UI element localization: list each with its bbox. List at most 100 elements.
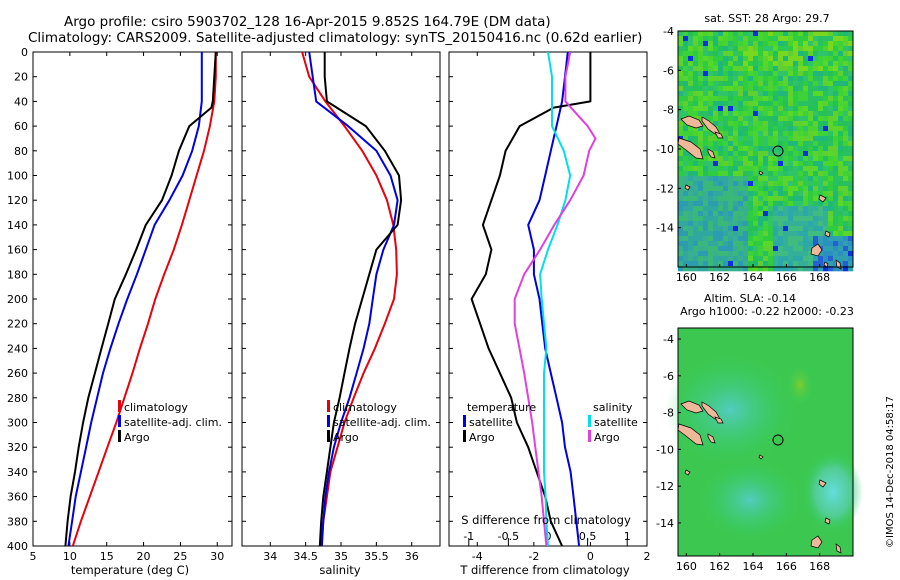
sst-cell [748,226,754,232]
y-tick-label: 220 [7,318,28,331]
sst-cell [848,96,854,102]
sst-cell [818,261,824,267]
sst-cell [718,186,724,192]
sla-high-anomaly [786,363,814,407]
sst-cell [748,96,754,102]
sst-cell [818,141,824,147]
sst-cell [813,61,819,67]
sst-cell [793,151,799,157]
sst-cell [753,156,759,162]
sst-cell [843,131,849,137]
sla-low-anomaly [700,460,800,540]
sst-cell [713,106,719,112]
sst-cell [683,206,689,212]
sst-cell [703,71,709,77]
sst-cell [748,211,754,217]
sst-cell [763,106,769,112]
sst-cell [738,36,744,42]
sst-cell [838,36,844,42]
sst-cell [758,201,764,207]
sst-cell [813,226,819,232]
sst-cell [788,131,794,137]
sst-cell [688,46,694,52]
sst-cell [778,126,784,132]
sst-cell [803,86,809,92]
sst-cell [683,191,689,197]
series-line-t-satellite [527,52,581,546]
sst-cell [743,111,749,117]
sst-cell [803,116,809,122]
sst-cell [848,166,854,172]
sst-cell [773,86,779,92]
sst-cell [723,146,729,152]
sst-cell [698,136,704,142]
map-x-tick-label: 168 [809,271,830,284]
sst-cell [708,206,714,212]
sst-cell [788,106,794,112]
sst-cell [848,201,854,207]
map-y-tick-label: -10 [656,443,674,456]
sst-cell [703,256,709,262]
sst-cell [738,106,744,112]
sst-cell [688,261,694,267]
sst-cell [788,186,794,192]
sst-cell [738,66,744,72]
map-x-tick-label: 160 [676,271,697,284]
sst-cell [803,166,809,172]
sst-cell [843,136,849,142]
sst-cell [803,266,809,272]
sst-cell [688,131,694,137]
sst-cell [678,91,684,97]
sst-cell [793,161,799,167]
sst-cell [733,191,739,197]
sst-cell [713,31,719,37]
sst-cell [808,191,814,197]
sst-cell [818,166,824,172]
sst-cell [818,256,824,262]
sst-cell [678,196,684,202]
sst-cell [798,116,804,122]
sst-cell [743,61,749,67]
sst-cell [678,221,684,227]
sst-cell [718,156,724,162]
sst-cell [798,126,804,132]
sst-cell [778,141,784,147]
sst-cell [743,161,749,167]
sst-cell [823,246,829,252]
sst-cell [723,181,729,187]
sst-cell [708,101,714,107]
sst-cell [848,221,854,227]
sst-cell [723,251,729,257]
sst-cell [743,81,749,87]
sst-cell [683,181,689,187]
sst-cell [838,106,844,112]
sst-cell [713,86,719,92]
sst-cell [698,186,704,192]
sst-cell [783,146,789,152]
sst-cell [748,216,754,222]
sst-cell [833,236,839,242]
sst-cell [803,216,809,222]
sst-cell [808,121,814,127]
sst-cell [803,136,809,142]
sst-cell [728,256,734,262]
sst-heatmap-cells [678,31,854,272]
sst-cell [693,56,699,62]
sst-cell [718,261,724,267]
sst-cell [768,151,774,157]
sst-cell [713,76,719,82]
sst-cell [723,221,729,227]
sst-cell [758,66,764,72]
sst-cell [793,31,799,37]
sst-cell [703,181,709,187]
sst-cell [823,266,829,272]
sst-cell [848,261,854,267]
sst-cell [688,166,694,172]
sst-cell [723,136,729,142]
sst-cell [693,101,699,107]
sst-cell [743,31,749,37]
sst-cell [768,81,774,87]
sst-cell [773,66,779,72]
sst-cell [773,206,779,212]
sst-cell [698,146,704,152]
